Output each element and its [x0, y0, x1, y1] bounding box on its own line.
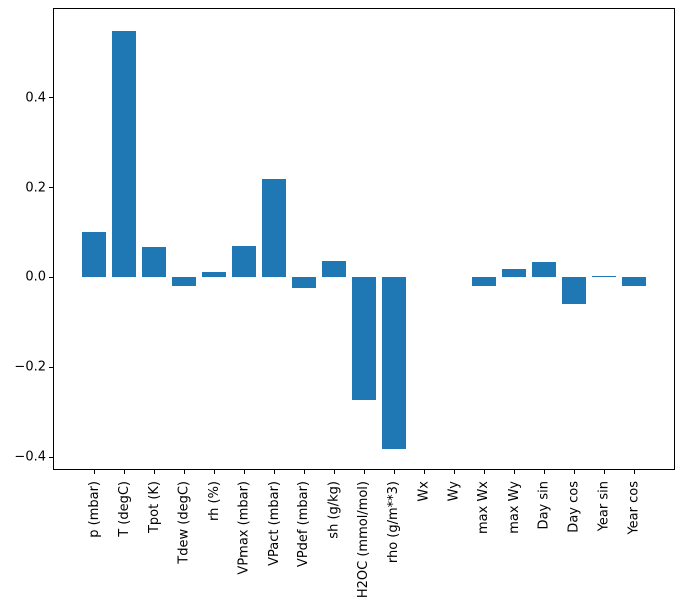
y-axis-tick: [49, 276, 53, 278]
x-axis-tick: [364, 470, 365, 474]
x-axis-tick-label: Day cos: [566, 481, 582, 533]
x-axis-tick-label: VPmax (mbar): [236, 481, 252, 575]
y-axis-tick: [49, 366, 53, 368]
plot-area: p (mbar) T (degC) Tpot (K) Tdew (degC) rh (%…: [14, 8, 675, 598]
bar: [202, 271, 227, 278]
y-axis-tick-label: −0.2: [14, 359, 46, 375]
x-axis-tick: [124, 470, 126, 474]
bar: [501, 269, 526, 278]
x-axis-tick: [304, 470, 306, 474]
x-axis-tick-label: VPact (mbar): [266, 481, 282, 566]
y-axis-tick: [49, 456, 53, 458]
x-axis-tick-label: rho (g/m**3): [386, 481, 402, 564]
x-axis-tick: [184, 470, 186, 474]
x-axis-tick-label: Day sin: [536, 481, 552, 530]
bar: [292, 277, 317, 288]
x-axis-tick: [244, 470, 246, 474]
x-axis-tick: [423, 470, 425, 474]
x-axis-tick: [274, 470, 276, 474]
y-axis-tick-label: 0.4: [25, 90, 46, 106]
x-axis-tick-label: Year sin: [596, 481, 612, 532]
bar: [591, 275, 616, 278]
x-axis-tick: [453, 470, 455, 474]
x-axis-tick: [334, 470, 336, 474]
y-axis-tick-label: 0.2: [25, 180, 46, 195]
bar: [352, 277, 376, 401]
x-axis-tick-label: Tdew (degC): [176, 481, 192, 564]
x-axis-tick: [603, 470, 605, 474]
y-axis-tick-label: 0.0: [25, 269, 46, 285]
bar: [381, 277, 406, 450]
x-axis-tick-label: max Wy: [506, 481, 522, 534]
bar: [471, 277, 496, 287]
x-axis-tick-label: Tpot (K): [146, 481, 162, 534]
bar: [322, 261, 346, 278]
y-axis-tick: [49, 97, 53, 99]
x-axis-tick-label: max Wx: [476, 481, 492, 535]
x-axis-tick-label: Year cos: [626, 481, 642, 535]
x-axis-tick-label: VPdef (mbar): [296, 481, 312, 568]
bar: [112, 30, 137, 278]
x-axis-tick-label: Wy: [446, 481, 462, 502]
x-axis-tick: [154, 470, 156, 474]
y-axis-tick: [49, 187, 53, 188]
x-axis-tick: [543, 470, 545, 474]
y-axis-tick-label: −0.4: [14, 449, 46, 465]
x-axis-tick: [633, 470, 635, 474]
bar: [561, 277, 586, 304]
x-axis-tick-label: p (mbar): [86, 481, 102, 538]
x-axis-tick: [513, 470, 515, 474]
x-axis-tick: [483, 470, 485, 474]
bar: [142, 247, 167, 278]
x-axis-tick: [214, 470, 216, 474]
x-axis-tick-label: sh (g/kg): [326, 481, 342, 539]
bar: [82, 231, 107, 278]
bar: [172, 277, 197, 286]
x-axis-tick-label: H2OC (mmol/mol): [356, 481, 372, 599]
x-axis-tick-label: Wx: [416, 481, 432, 502]
x-axis-tick: [393, 470, 395, 474]
bar: [262, 178, 287, 278]
x-axis-tick-label: T (degC): [116, 481, 132, 537]
x-axis-tick-label: rh (%): [206, 481, 222, 521]
x-axis-tick: [573, 470, 575, 474]
bar: [232, 246, 257, 278]
bar: [621, 277, 646, 286]
bar: [531, 261, 556, 278]
x-axis-tick: [94, 470, 96, 474]
